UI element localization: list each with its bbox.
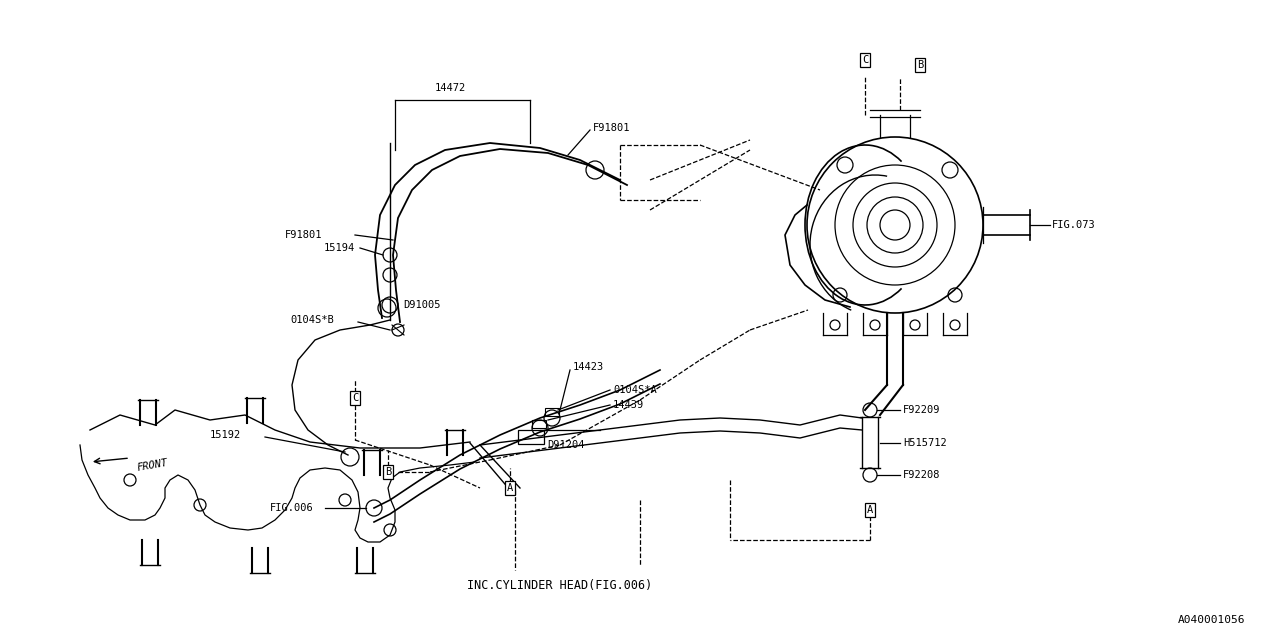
Text: 14472: 14472 [434,83,466,93]
Text: F91801: F91801 [593,123,631,133]
Text: C: C [352,393,358,403]
FancyBboxPatch shape [532,420,547,428]
Text: 14439: 14439 [613,400,644,410]
Text: 15194: 15194 [324,243,355,253]
Text: 15192: 15192 [210,430,241,440]
Text: INC.CYLINDER HEAD(FIG.006): INC.CYLINDER HEAD(FIG.006) [467,579,653,591]
Text: B: B [916,60,923,70]
Text: 0104S*A: 0104S*A [613,385,657,395]
Text: FIG.073: FIG.073 [1052,220,1096,230]
FancyBboxPatch shape [545,408,559,416]
Text: D91005: D91005 [403,300,440,310]
Text: FIG.006: FIG.006 [270,503,314,513]
Text: A040001056: A040001056 [1178,615,1245,625]
FancyBboxPatch shape [518,430,544,444]
Text: C: C [861,55,868,65]
Text: 0104S*B: 0104S*B [291,315,334,325]
Text: D91204: D91204 [547,440,585,450]
Text: B: B [385,467,392,477]
Text: F91801: F91801 [285,230,323,240]
Text: A: A [867,505,873,515]
Text: H515712: H515712 [902,438,947,448]
Text: FRONT: FRONT [136,458,168,472]
Text: 14423: 14423 [573,362,604,372]
Text: F92209: F92209 [902,405,941,415]
Text: F92208: F92208 [902,470,941,480]
Text: A: A [507,483,513,493]
